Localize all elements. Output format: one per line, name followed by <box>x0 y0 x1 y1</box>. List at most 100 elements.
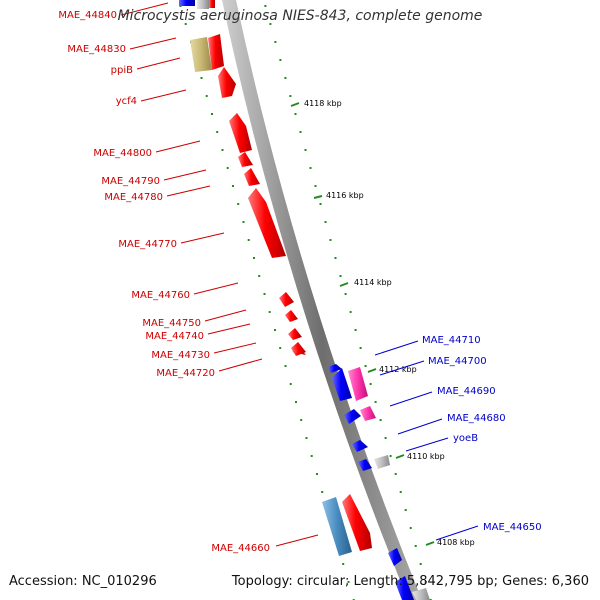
tick-dot <box>314 185 317 187</box>
tick-dot <box>279 347 282 349</box>
kbp-tick-4112 <box>367 368 377 373</box>
tick-dot <box>295 401 297 403</box>
tick-dot <box>419 563 422 565</box>
leader-mae-44740 <box>207 323 251 335</box>
tick-dot <box>294 113 297 115</box>
feature-mae-44710-pink <box>348 367 368 401</box>
tick-dot <box>211 113 213 115</box>
gene-top-red <box>209 0 215 8</box>
tick-dot <box>424 581 427 583</box>
label-mae-44710: MAE_44710 <box>422 335 481 346</box>
tick-dot <box>399 491 402 493</box>
kbp-tick-4116 <box>313 195 323 199</box>
tick-dot <box>394 473 397 475</box>
right-gene-labels: MAE_44710 MAE_44700 MAE_44690 MAE_44680 … <box>374 335 542 541</box>
tick-dot <box>184 23 187 25</box>
leader-ycf4 <box>140 89 187 102</box>
leader-mae-44690 <box>389 391 433 407</box>
tick-dot <box>334 257 337 259</box>
tick-dot <box>299 131 302 133</box>
tick-dot <box>414 545 417 547</box>
tick-dot <box>349 311 352 313</box>
gene-mae-44830 <box>208 34 224 70</box>
label-mae-44750: MAE_44750 <box>142 318 201 329</box>
label-mae-44800: MAE_44800 <box>93 148 152 159</box>
map-title: Microcystis aeruginosa NIES-843, complet… <box>117 8 483 24</box>
genome-backbone <box>222 0 422 600</box>
tick-dot <box>329 239 332 241</box>
feature-yoeb-grey <box>374 455 390 469</box>
label-ppib: ppiB <box>111 65 133 76</box>
label-mae-44740: MAE_44740 <box>145 331 204 342</box>
tick-dot <box>305 437 308 439</box>
leader-mae-44780 <box>166 185 211 197</box>
kbp-label-4108: 4108 kbp <box>437 538 475 547</box>
tick-dot <box>324 221 327 223</box>
gene-ppib <box>218 67 236 98</box>
kbp-label-4114: 4114 kbp <box>354 278 392 287</box>
tick-dot <box>344 293 347 295</box>
tick-dot <box>339 275 342 277</box>
tick-dot <box>347 581 350 583</box>
label-mae-44660: MAE_44660 <box>211 543 270 554</box>
tick-dot <box>263 293 266 295</box>
label-mae-44790: MAE_44790 <box>101 176 160 187</box>
label-mae-44760: MAE_44760 <box>131 290 190 301</box>
kbp-label-4118: 4118 kbp <box>304 99 342 108</box>
gene-bottom-blue <box>388 548 402 566</box>
tick-dot <box>264 5 267 7</box>
label-mae-44680: MAE_44680 <box>447 413 506 424</box>
label-mae-44780: MAE_44780 <box>104 192 163 203</box>
feature-tracks <box>179 0 430 600</box>
tick-dot <box>379 419 382 421</box>
tick-dot <box>359 347 362 349</box>
gene-mae-44660 <box>342 494 372 551</box>
leader-mae-44760 <box>193 282 239 295</box>
tick-dot <box>389 455 392 457</box>
kbp-tick-4118 <box>290 102 300 107</box>
feature-mae-44690-pink <box>360 406 376 421</box>
tick-dot <box>247 239 250 241</box>
gene-mae-44680 <box>358 459 372 471</box>
tick-dot <box>384 437 387 439</box>
gene-mae-44780 <box>244 168 260 186</box>
tick-dot <box>404 509 407 511</box>
tick-dot <box>269 23 272 25</box>
feature-steelblue <box>322 497 352 556</box>
gene-mae-44790 <box>238 152 253 167</box>
label-yoeb: yoeB <box>453 433 478 444</box>
label-mae-44730: MAE_44730 <box>151 350 210 361</box>
label-mae-44830: MAE_44830 <box>67 44 126 55</box>
tick-dot <box>321 491 324 493</box>
tick-dot <box>274 41 277 43</box>
leader-mae-44680 <box>397 418 443 435</box>
leader-mae-44730 <box>213 342 257 354</box>
gene-mae-44770 <box>248 188 286 258</box>
leader-mae-44750 <box>204 309 247 322</box>
label-ycf4: ycf4 <box>116 96 137 107</box>
tick-dot <box>319 203 322 205</box>
kbp-tick-4110 <box>395 454 405 459</box>
tick-dot <box>226 167 229 169</box>
tick-dot <box>316 473 318 475</box>
tick-dot <box>221 149 224 151</box>
leader-mae-44830 <box>129 37 177 50</box>
left-gene-labels: MAE_44840 MAE_44830 ppiB ycf4 MAE_44800 … <box>58 2 319 554</box>
label-mae-44650: MAE_44650 <box>483 522 542 533</box>
leader-mae-44710 <box>374 340 419 356</box>
tick-dot <box>289 383 292 385</box>
gene-top-grey <box>197 0 209 9</box>
kbp-label-4110: 4110 kbp <box>407 452 445 461</box>
tick-dot <box>232 185 234 187</box>
gene-mae-44800 <box>229 113 252 153</box>
gene-mae-44690 <box>344 409 361 424</box>
tick-dot <box>216 131 219 133</box>
kbp-tick-4108 <box>425 541 435 546</box>
tick-dot <box>242 221 245 223</box>
tick-dot <box>237 203 240 205</box>
gene-mae-44710 <box>328 364 342 373</box>
leader-mae-44720 <box>218 358 263 372</box>
tick-dot <box>258 275 261 277</box>
leader-ppib <box>136 57 181 70</box>
tick-dot <box>253 257 255 259</box>
